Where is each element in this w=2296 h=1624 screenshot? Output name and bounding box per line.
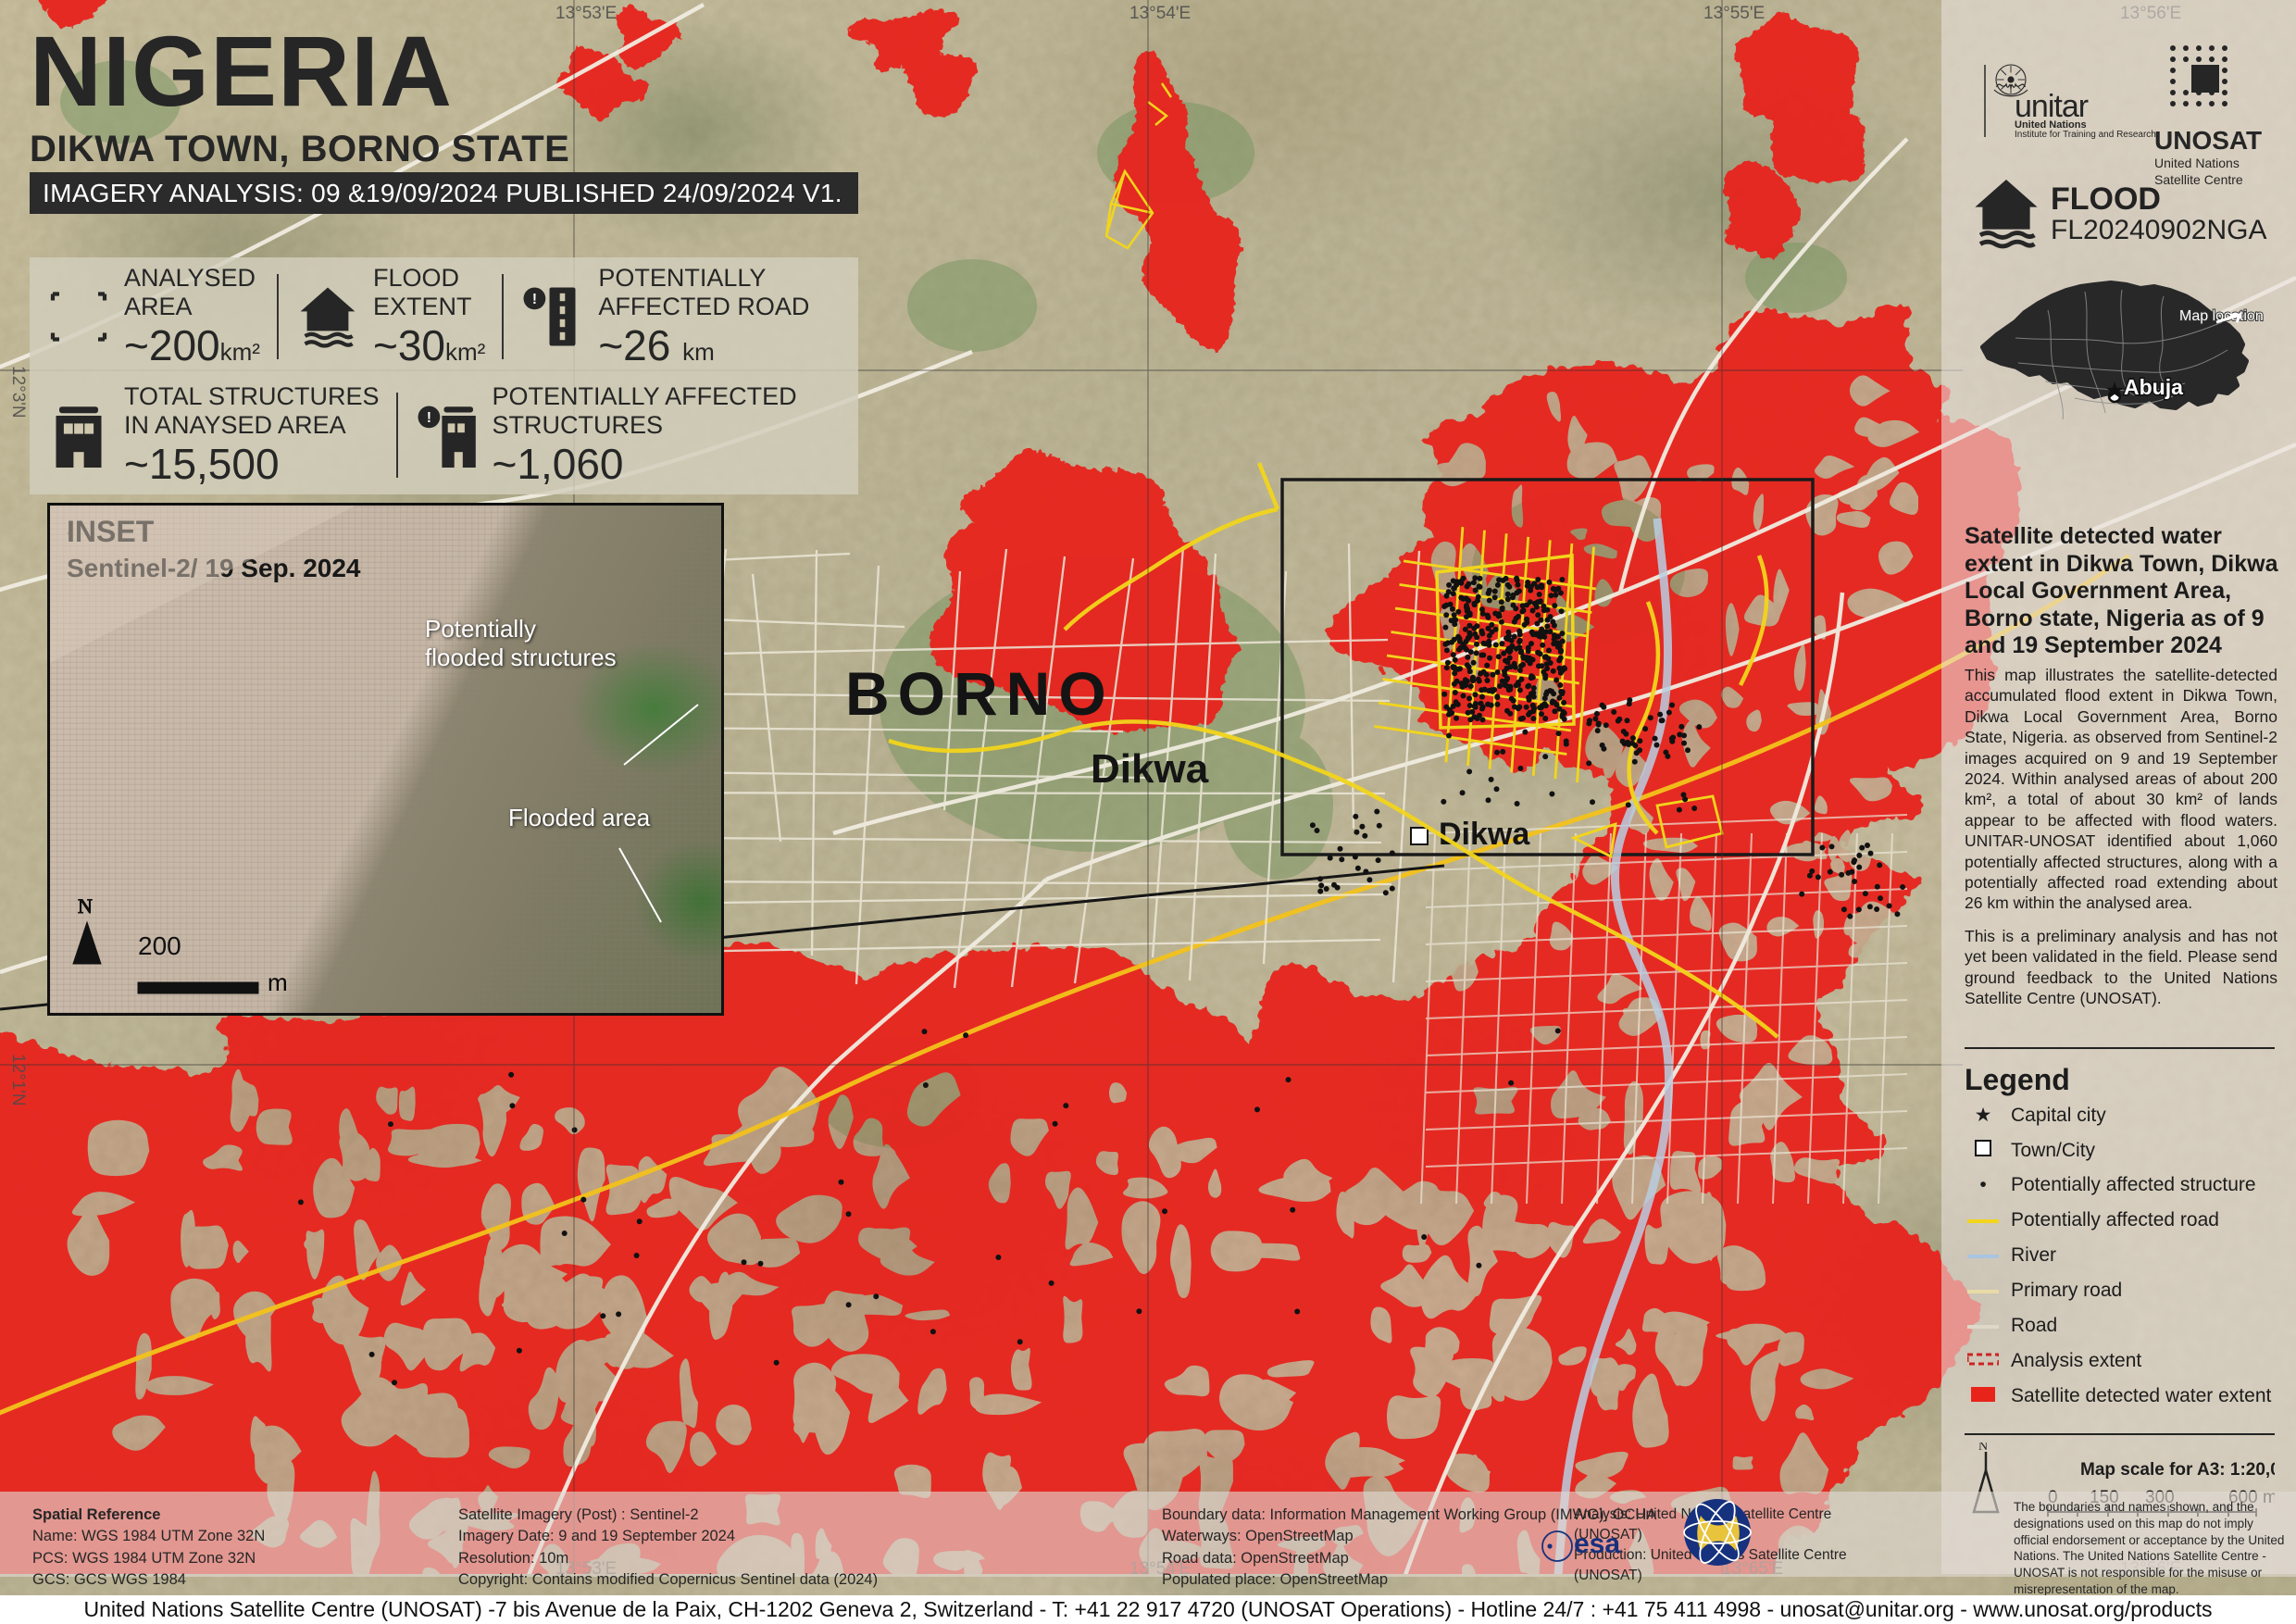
svg-text:12°3'N: 12°3'N [8,366,28,418]
svg-text:N: N [1978,1443,1988,1454]
svg-text:13°54'E: 13°54'E [1129,4,1191,23]
svg-text:!: ! [532,292,537,307]
svg-text:Dikwa: Dikwa [1439,817,1530,852]
svg-text:BORNO: BORNO [845,659,1115,728]
svg-text:Institute for Training and Res: Institute for Training and Research [2015,130,2156,139]
svg-text:N: N [78,894,93,918]
svg-text:Abuja: Abuja [2124,375,2183,399]
svg-text:12°1'N: 12°1'N [8,1054,28,1106]
svg-text:!: ! [426,410,430,426]
svg-text:Map scale for A3: 1:20,000: Map scale for A3: 1:20,000 [2080,1460,2275,1480]
svg-text:13°55'E: 13°55'E [1703,4,1765,23]
svg-text:Dikwa: Dikwa [1091,746,1209,792]
